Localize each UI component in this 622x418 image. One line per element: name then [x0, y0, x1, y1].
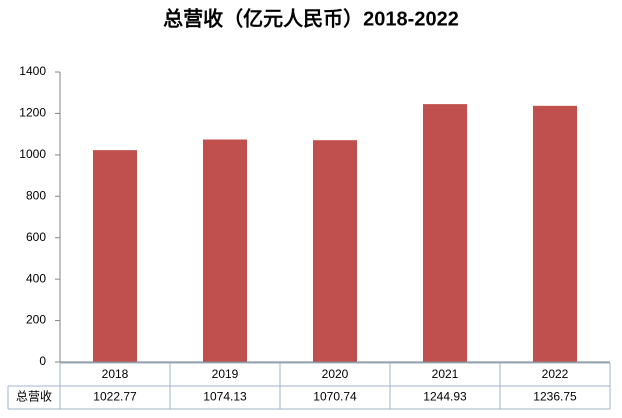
- table-value: 1236.75: [533, 390, 577, 404]
- y-tick-label: 600: [26, 230, 46, 244]
- y-tick-label: 800: [26, 188, 46, 202]
- x-tick-label: 2020: [322, 367, 349, 381]
- y-tick-label: 200: [26, 313, 46, 327]
- y-tick-label: 1200: [19, 106, 46, 120]
- x-tick-label: 2021: [432, 367, 459, 381]
- y-tick-label: 1400: [19, 64, 46, 78]
- bar: [313, 140, 357, 362]
- table-value: 1074.13: [203, 390, 247, 404]
- x-tick-label: 2019: [212, 367, 239, 381]
- y-tick-label: 0: [39, 354, 46, 368]
- y-tick-label: 400: [26, 271, 46, 285]
- x-tick-label: 2022: [542, 367, 569, 381]
- table-value: 1244.93: [423, 390, 467, 404]
- legend-label: 总营收: [16, 390, 52, 404]
- bar: [203, 139, 247, 362]
- bar: [93, 150, 137, 362]
- bar: [423, 104, 467, 362]
- y-tick-label: 1000: [19, 147, 46, 161]
- table-value: 1022.77: [93, 390, 137, 404]
- table-value: 1070.74: [313, 390, 357, 404]
- bar: [533, 105, 577, 362]
- x-tick-label: 2018: [102, 367, 129, 381]
- chart-title: 总营收（亿元人民币）2018-2022: [163, 6, 459, 30]
